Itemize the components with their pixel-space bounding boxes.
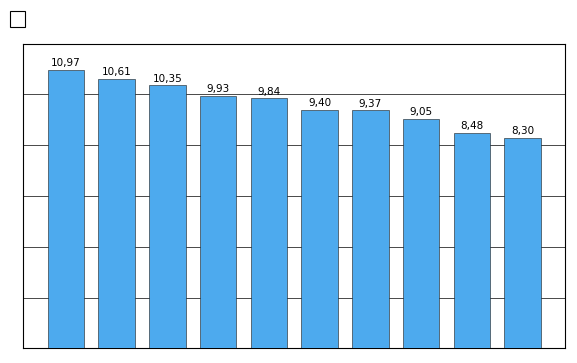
- Text: 10,61: 10,61: [102, 67, 132, 77]
- Bar: [149, 85, 186, 348]
- Bar: [48, 70, 84, 348]
- Bar: [454, 133, 490, 348]
- Text: 9,40: 9,40: [308, 98, 331, 108]
- Bar: [99, 79, 135, 348]
- Text: 9,05: 9,05: [410, 107, 433, 117]
- Text: 10,35: 10,35: [152, 74, 182, 84]
- Bar: [301, 110, 338, 348]
- Text: 9,84: 9,84: [257, 87, 280, 97]
- Bar: [250, 98, 287, 348]
- Text: 8,30: 8,30: [511, 126, 534, 136]
- Text: 9,93: 9,93: [207, 84, 230, 94]
- Bar: [504, 138, 541, 348]
- Bar: [403, 118, 439, 348]
- Bar: [352, 110, 389, 348]
- Text: 8,48: 8,48: [460, 121, 484, 131]
- Text: 9,37: 9,37: [359, 99, 382, 109]
- Bar: [200, 96, 237, 348]
- Text: 10,97: 10,97: [51, 58, 81, 68]
